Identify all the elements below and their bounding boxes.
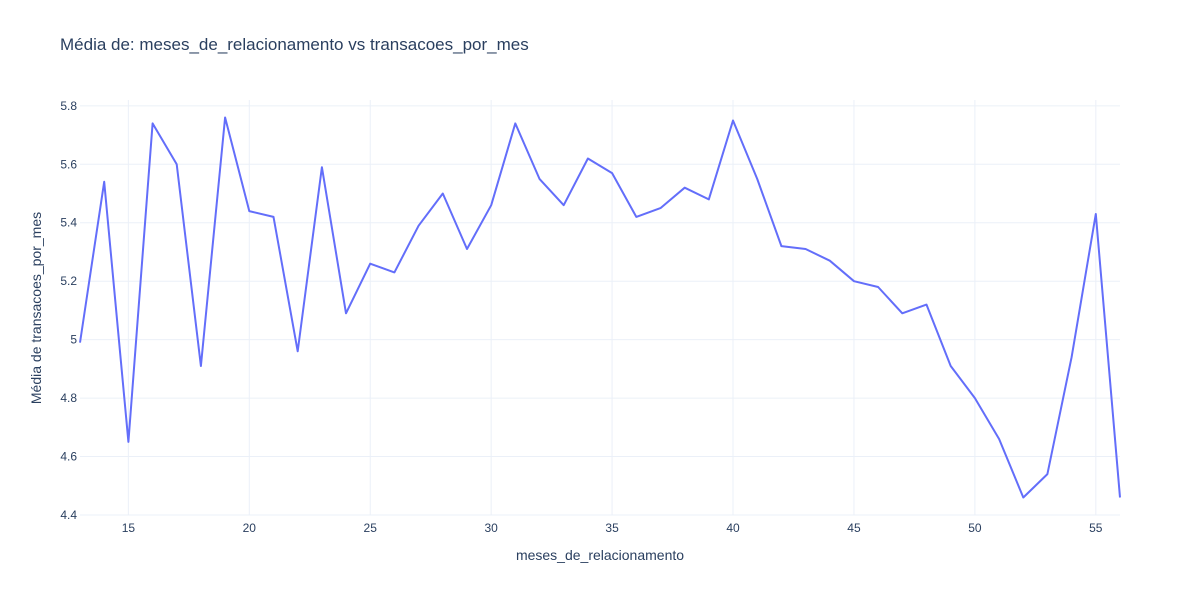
y-axis-ticks: 4.4 4.6 4.8 5 5.2 5.4 5.6 5.8	[60, 99, 77, 522]
x-axis-ticks: 15 20 25 30 35 40 45 50 55	[122, 521, 1103, 535]
y-tick-label: 5.4	[60, 216, 77, 230]
y-tick-label: 4.8	[60, 391, 77, 405]
x-tick-label: 30	[484, 521, 498, 535]
series-line	[79, 116, 1121, 499]
x-tick-label: 35	[605, 521, 619, 535]
y-tick-label: 5	[70, 333, 77, 347]
x-tick-label: 20	[243, 521, 257, 535]
y-tick-label: 4.6	[60, 450, 77, 464]
x-tick-label: 55	[1089, 521, 1103, 535]
y-tick-label: 5.8	[60, 99, 77, 113]
x-tick-label: 15	[122, 521, 136, 535]
x-tick-label: 25	[364, 521, 378, 535]
gridlines	[80, 100, 1120, 516]
series-layer	[79, 116, 1121, 499]
x-tick-label: 45	[847, 521, 861, 535]
chart-title: Média de: meses_de_relacionamento vs tra…	[60, 35, 529, 54]
y-tick-label: 4.4	[60, 508, 77, 522]
y-tick-label: 5.6	[60, 157, 77, 171]
y-tick-label: 5.2	[60, 274, 77, 288]
y-axis-title: Média de transacoes_por_mes	[28, 212, 44, 404]
x-tick-label: 50	[968, 521, 982, 535]
x-tick-label: 40	[726, 521, 740, 535]
x-axis-title: meses_de_relacionamento	[516, 547, 684, 563]
